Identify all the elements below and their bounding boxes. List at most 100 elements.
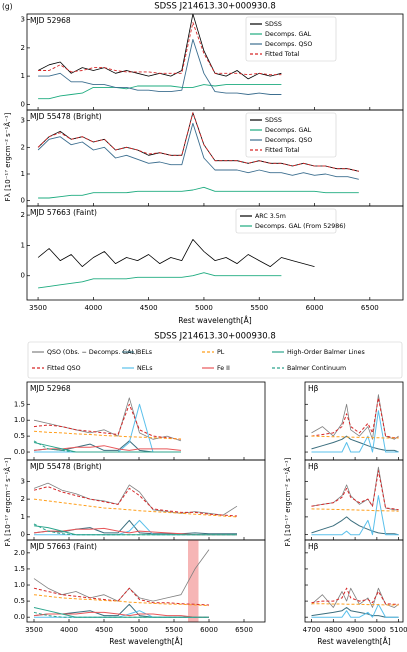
panel-annotation: Hβ — [308, 542, 319, 551]
y-tick-label: 2 — [21, 211, 25, 219]
x-tick-label: 6500 — [361, 304, 379, 312]
panel-frame — [304, 539, 404, 623]
spectrum-line — [38, 186, 359, 199]
panel-annotation: Hβ — [308, 462, 319, 471]
chart-title: SDSS J214613.30+000930.8 — [154, 2, 276, 12]
y-tick-label: 1 — [21, 241, 25, 249]
y-tick-label: 0.5 — [14, 432, 25, 440]
spectrum-line — [33, 397, 182, 442]
y-axis-label: Fλ [10⁻¹⁷ ergcm⁻² s⁻¹Å⁻¹] — [3, 112, 12, 201]
y-tick-label: 3 — [21, 477, 25, 485]
legend-label: Decomps. QSO — [265, 137, 312, 144]
spectrum-line — [33, 440, 181, 453]
spectrum-line — [311, 495, 399, 536]
panel-annotation: MJD 55478 (Bright) — [30, 112, 102, 121]
spectrum-line — [311, 397, 399, 439]
x-tick-label: 4000 — [84, 304, 102, 312]
plot-area — [33, 482, 238, 536]
x-tick-label: 6000 — [306, 304, 324, 312]
spectrum-line — [37, 14, 282, 80]
y-tick-label: 2 — [21, 143, 25, 151]
chart-title: SDSS J214613.30+000930.8 — [154, 332, 276, 342]
y-tick-label: 1 — [21, 170, 25, 178]
spectrum-line — [38, 22, 282, 76]
y-tick-label: 0 — [21, 100, 25, 108]
spectrum-line — [311, 508, 399, 512]
legend-label: Decomps. GAL — [265, 31, 312, 38]
spectrum-line — [33, 523, 237, 536]
spectrum-line — [33, 611, 209, 618]
spectrum-line — [311, 587, 399, 608]
plot-area — [37, 239, 315, 289]
y-tick-label: 2 — [21, 495, 25, 503]
y-tick-label: 1.5 — [14, 565, 25, 573]
spectrum-line — [311, 587, 399, 605]
plot-area — [33, 540, 210, 622]
legend-label: Fitted QSO — [47, 365, 81, 372]
y-axis-label: Fλ [10⁻¹⁷ ergcm⁻² s⁻¹Å⁻¹] — [283, 457, 292, 546]
y-tick-label: 0.0 — [14, 613, 25, 621]
masked-region — [188, 540, 199, 622]
spectrum-line — [33, 482, 238, 516]
x-tick-label: 6500 — [235, 626, 253, 634]
panel-label: (g) — [2, 2, 13, 11]
legend-label: Balmer Continuum — [287, 365, 346, 372]
plot-area — [37, 14, 282, 100]
spectrum-line — [38, 272, 282, 289]
spectrum-line — [33, 611, 209, 618]
y-tick-label: 2 — [21, 44, 25, 52]
spectrum-line — [33, 594, 210, 607]
spectrum-line — [33, 498, 238, 518]
plot-area — [311, 466, 399, 536]
y-tick-label: 0 — [21, 272, 25, 280]
x-tick-label: 5000 — [130, 626, 148, 634]
y-tick-label: 1.5 — [14, 400, 25, 408]
x-tick-label: 5000 — [195, 304, 213, 312]
spectrum-line — [38, 84, 282, 100]
x-tick-label: 4700 — [303, 626, 321, 634]
spectrum-line — [33, 430, 182, 440]
plot-area — [33, 397, 182, 453]
panel-annotation: Hβ — [308, 384, 319, 393]
x-axis-label: Rest wavelength[Å] — [178, 316, 251, 325]
legend-label: Decomps. QSO — [265, 41, 312, 48]
y-tick-label: 0.0 — [14, 448, 25, 456]
panel-frame — [26, 205, 404, 301]
y-axis-label: Fλ [10⁻¹⁷ ergcm⁻² s⁻¹Å⁻¹] — [3, 457, 12, 546]
x-tick-label: 4000 — [60, 626, 78, 634]
plot-area — [311, 394, 399, 453]
x-axis-label: Rest wavelength[Å] — [109, 637, 182, 646]
spectrum-line — [33, 549, 210, 602]
panel-frame — [26, 13, 404, 111]
legend-label: Decomps. GAL — [265, 127, 312, 134]
spectrum-line — [311, 410, 399, 453]
x-tick-label: 4900 — [346, 626, 364, 634]
legend-label: SDSS — [265, 117, 282, 124]
spectrum-line — [33, 445, 182, 451]
legend-box — [245, 112, 337, 158]
spectrum-line — [37, 239, 315, 267]
x-tick-label: 4500 — [95, 626, 113, 634]
y-tick-label: 1.0 — [14, 416, 25, 424]
panel-annotation: MJD 57663 (Faint) — [30, 208, 97, 217]
spectrum-line — [37, 122, 359, 180]
plot-area — [37, 112, 359, 199]
spectrum-line — [311, 607, 399, 618]
x-tick-label: 3500 — [25, 626, 43, 634]
spectrum-line — [37, 112, 359, 172]
panel-frame — [304, 381, 404, 461]
x-tick-label: 5100 — [390, 626, 407, 634]
spectrum-line — [311, 603, 399, 618]
panel-annotation: MJD 55478 (Bright) — [30, 462, 102, 471]
y-tick-label: 1 — [21, 72, 25, 80]
panel-annotation: MJD 52968 — [30, 16, 71, 25]
legend-box — [245, 16, 337, 62]
y-tick-label: 3 — [21, 117, 25, 125]
y-tick-label: 3 — [21, 16, 25, 24]
legend-label: Fitted Total — [265, 51, 300, 58]
panel-frame — [26, 539, 266, 623]
legend-box — [27, 341, 403, 379]
legend-label: High-Order Balmer Lines — [287, 349, 365, 356]
x-tick-label: 4800 — [324, 626, 342, 634]
